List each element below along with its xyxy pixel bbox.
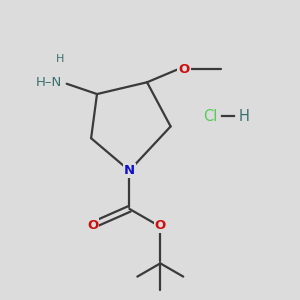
Text: H–N: H–N <box>35 76 62 89</box>
Text: O: O <box>155 219 166 232</box>
Text: H: H <box>56 54 64 64</box>
Text: N: N <box>124 164 135 177</box>
Text: H: H <box>239 109 250 124</box>
Text: O: O <box>178 62 190 76</box>
Text: Cl: Cl <box>203 109 218 124</box>
Text: O: O <box>87 219 98 232</box>
